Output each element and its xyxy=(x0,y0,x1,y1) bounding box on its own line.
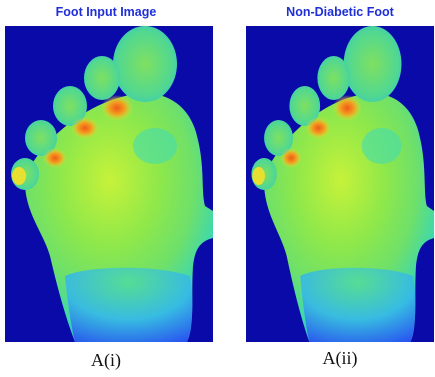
figure: Foot Input Image A(i) Non-Diabetic Foot … xyxy=(0,0,435,377)
panel-caption: A(i) xyxy=(91,350,121,371)
page: {"panels": [ {"title": "Foot Input Image… xyxy=(0,0,435,377)
panel-caption: A(ii) xyxy=(323,348,358,369)
panel-title: Foot Input Image xyxy=(56,5,157,19)
thermal-image xyxy=(246,26,434,342)
thermal-image xyxy=(5,26,213,342)
panel-title: Non-Diabetic Foot xyxy=(286,5,394,19)
